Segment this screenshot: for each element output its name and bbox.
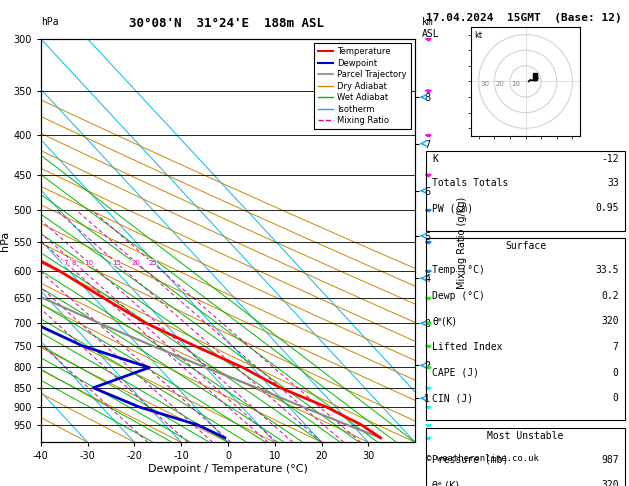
Text: θᵉ (K): θᵉ (K) xyxy=(432,481,460,486)
Text: kt: kt xyxy=(474,32,482,40)
Text: CAPE (J): CAPE (J) xyxy=(432,367,479,378)
Text: © weatheronline.co.uk: © weatheronline.co.uk xyxy=(426,454,539,464)
Text: 17.04.2024  15GMT  (Base: 12): 17.04.2024 15GMT (Base: 12) xyxy=(426,13,622,23)
Text: 25: 25 xyxy=(148,260,157,266)
Text: 30: 30 xyxy=(480,81,489,87)
Text: Pressure (mb): Pressure (mb) xyxy=(432,455,509,465)
Text: θᵉ(K): θᵉ(K) xyxy=(432,316,457,326)
Text: 15: 15 xyxy=(112,260,121,266)
Text: K: K xyxy=(432,154,438,164)
Text: km
ASL: km ASL xyxy=(421,17,439,38)
Text: 987: 987 xyxy=(601,455,619,465)
Text: 320: 320 xyxy=(601,316,619,326)
Text: Most Unstable: Most Unstable xyxy=(487,431,564,441)
Text: 0: 0 xyxy=(613,367,619,378)
Text: -12: -12 xyxy=(601,154,619,164)
Text: 20: 20 xyxy=(132,260,141,266)
Text: PW (cm): PW (cm) xyxy=(432,204,474,213)
Text: Mixing Ratio (g/kg): Mixing Ratio (g/kg) xyxy=(457,197,467,289)
Text: 7: 7 xyxy=(613,342,619,352)
Text: 10: 10 xyxy=(84,260,93,266)
Text: 33.5: 33.5 xyxy=(595,265,619,275)
Y-axis label: hPa: hPa xyxy=(1,230,11,251)
Text: Temp (°C): Temp (°C) xyxy=(432,265,486,275)
Text: 8: 8 xyxy=(72,260,76,266)
X-axis label: Dewpoint / Temperature (°C): Dewpoint / Temperature (°C) xyxy=(148,464,308,474)
Text: 320: 320 xyxy=(601,481,619,486)
Text: 30°08'N  31°24'E  188m ASL: 30°08'N 31°24'E 188m ASL xyxy=(129,17,324,30)
Text: 7: 7 xyxy=(63,260,68,266)
Text: 0: 0 xyxy=(613,393,619,403)
Text: 0.2: 0.2 xyxy=(601,291,619,301)
Text: Surface: Surface xyxy=(505,241,546,251)
Text: 33: 33 xyxy=(607,178,619,188)
Text: Dewp (°C): Dewp (°C) xyxy=(432,291,486,301)
Text: 10: 10 xyxy=(511,81,520,87)
Text: Lifted Index: Lifted Index xyxy=(432,342,503,352)
Text: 20: 20 xyxy=(496,81,504,87)
Text: CIN (J): CIN (J) xyxy=(432,393,474,403)
Text: hPa: hPa xyxy=(41,17,58,27)
Legend: Temperature, Dewpoint, Parcel Trajectory, Dry Adiabat, Wet Adiabat, Isotherm, Mi: Temperature, Dewpoint, Parcel Trajectory… xyxy=(314,43,411,129)
Text: Totals Totals: Totals Totals xyxy=(432,178,509,188)
Text: 0.95: 0.95 xyxy=(595,204,619,213)
